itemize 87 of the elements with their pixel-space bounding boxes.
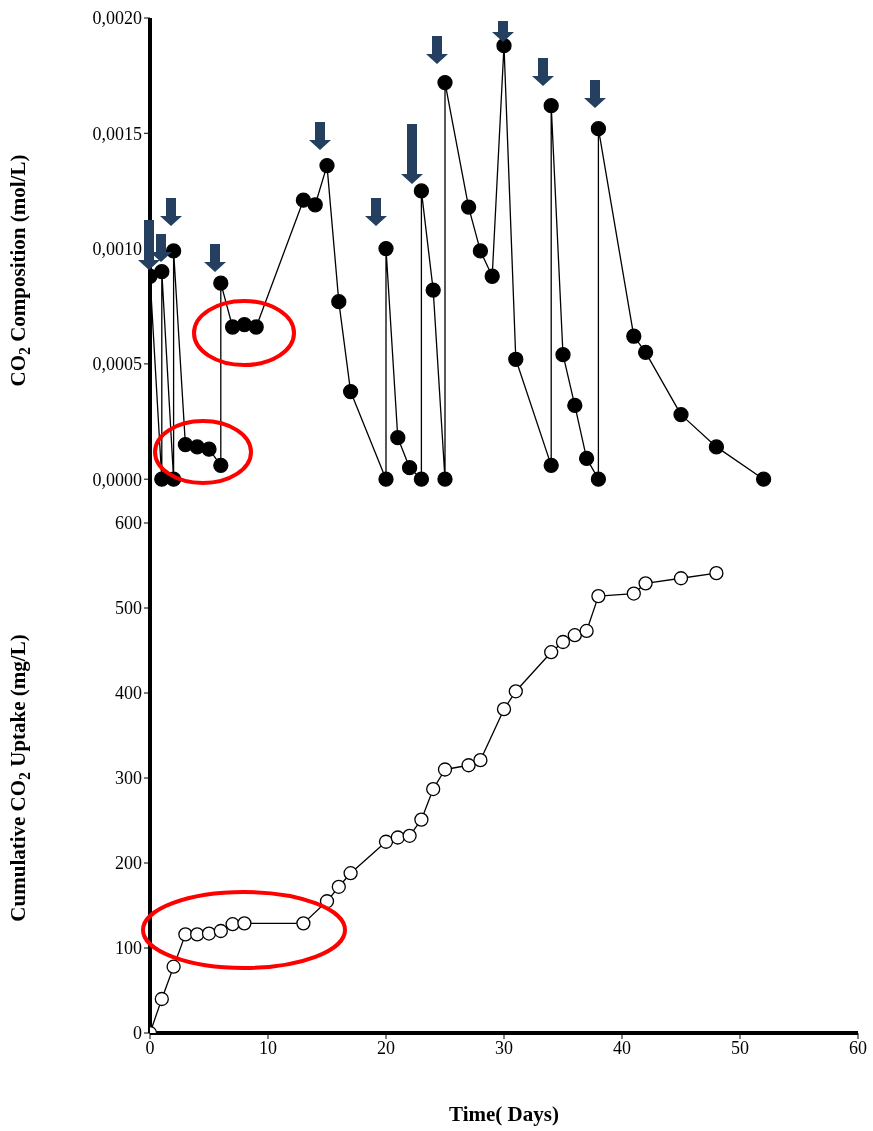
point bbox=[426, 781, 441, 797]
point bbox=[437, 762, 453, 777]
point bbox=[307, 197, 323, 213]
point bbox=[378, 471, 394, 487]
point bbox=[579, 623, 594, 639]
point bbox=[555, 347, 571, 363]
point bbox=[402, 828, 417, 843]
point bbox=[508, 684, 523, 699]
point bbox=[390, 830, 405, 845]
point bbox=[590, 121, 607, 137]
point bbox=[484, 268, 500, 284]
y-tick-label: 400 bbox=[115, 683, 142, 704]
point bbox=[295, 192, 312, 208]
y-tick-label: 0,0020 bbox=[92, 8, 142, 29]
point bbox=[378, 834, 394, 849]
point bbox=[755, 471, 772, 487]
point bbox=[567, 397, 583, 414]
x-tick-label: 40 bbox=[613, 1037, 631, 1058]
x-axis-title: Time( Days) bbox=[449, 1102, 559, 1126]
point bbox=[213, 923, 228, 939]
point bbox=[248, 319, 264, 335]
point bbox=[473, 753, 488, 768]
point bbox=[425, 282, 441, 298]
point bbox=[201, 926, 217, 941]
point bbox=[319, 157, 335, 174]
y-tick-label: 0,0000 bbox=[92, 469, 142, 490]
point bbox=[296, 916, 311, 931]
x-tick-label: 10 bbox=[259, 1037, 277, 1058]
y-tick-label: 100 bbox=[115, 938, 142, 959]
point bbox=[413, 183, 430, 199]
point bbox=[555, 634, 571, 650]
point bbox=[343, 866, 358, 881]
point bbox=[637, 344, 654, 361]
point bbox=[543, 457, 559, 473]
point bbox=[237, 916, 252, 931]
y-tick-label: 0,0010 bbox=[92, 238, 142, 259]
y-tick-label: 0 bbox=[133, 1023, 142, 1044]
point bbox=[213, 275, 229, 291]
point bbox=[213, 457, 229, 473]
point bbox=[544, 645, 559, 660]
point bbox=[201, 441, 217, 457]
point bbox=[437, 471, 453, 487]
y-tick-label: 0,0015 bbox=[92, 123, 142, 144]
point bbox=[225, 917, 240, 932]
y-tick-label: 0,0005 bbox=[92, 354, 142, 375]
point bbox=[154, 264, 170, 280]
point bbox=[472, 243, 489, 259]
point bbox=[378, 240, 394, 257]
point bbox=[567, 628, 582, 643]
point bbox=[414, 812, 429, 827]
point bbox=[638, 576, 653, 591]
point bbox=[461, 758, 476, 773]
point bbox=[177, 436, 194, 453]
y-tick-label: 600 bbox=[115, 513, 142, 534]
y-tick-label: 300 bbox=[115, 768, 142, 789]
point bbox=[673, 406, 689, 423]
point bbox=[591, 588, 606, 604]
point bbox=[460, 199, 477, 215]
point bbox=[590, 471, 607, 487]
point bbox=[626, 586, 641, 601]
y-tick-label: 500 bbox=[115, 598, 142, 619]
point bbox=[626, 328, 642, 344]
x-tick-label: 0 bbox=[145, 1037, 155, 1058]
point bbox=[331, 879, 346, 894]
point bbox=[543, 97, 559, 114]
point bbox=[413, 471, 430, 487]
point bbox=[496, 702, 512, 717]
point bbox=[331, 293, 347, 310]
point bbox=[390, 430, 406, 446]
point bbox=[437, 74, 453, 91]
y-tick-label: 200 bbox=[115, 853, 142, 874]
x-tick-label: 50 bbox=[731, 1037, 749, 1058]
point bbox=[165, 243, 182, 259]
point bbox=[401, 460, 418, 476]
point bbox=[673, 571, 689, 586]
point bbox=[708, 439, 725, 455]
point bbox=[190, 927, 205, 942]
point bbox=[508, 351, 524, 367]
point bbox=[709, 566, 724, 581]
point bbox=[178, 927, 193, 942]
point bbox=[166, 959, 181, 974]
point bbox=[342, 383, 359, 400]
point bbox=[154, 991, 169, 1007]
x-tick-label: 20 bbox=[377, 1037, 395, 1058]
x-tick-label: 30 bbox=[495, 1037, 513, 1058]
point bbox=[578, 450, 595, 467]
x-tick-label: 60 bbox=[849, 1037, 867, 1058]
